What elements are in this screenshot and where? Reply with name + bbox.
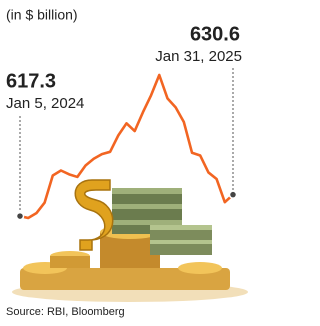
chart: (in $ billion) Source: RBI, Bloomberg 61… xyxy=(0,0,248,326)
end-point xyxy=(230,191,237,198)
source: Source: RBI, Bloomberg xyxy=(6,306,125,318)
date-label: Jan 31, 2025 xyxy=(155,48,242,65)
date-label: Jan 5, 2024 xyxy=(6,95,84,112)
value-label: 630.6 xyxy=(190,23,240,45)
value-label: 617.3 xyxy=(6,70,56,92)
end-point xyxy=(17,213,24,220)
subtitle: (in $ billion) xyxy=(6,7,78,23)
money-illustration xyxy=(12,180,248,302)
